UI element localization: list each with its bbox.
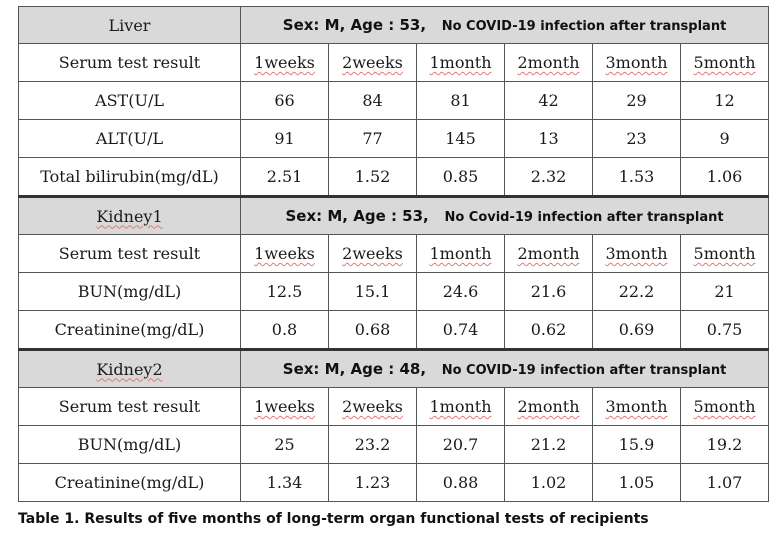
value-cell: 0.8 [240, 310, 329, 350]
value-cell: 1.02 [504, 463, 593, 502]
value-cell: 1.06 [679, 157, 770, 197]
liver-covid-status: No COVID-19 infection after transplant [441, 19, 727, 34]
table-caption: Table 1. Results of five months of long-… [18, 511, 649, 527]
value-cell: 2.32 [504, 157, 593, 197]
value-cell: 0.75 [679, 310, 770, 350]
row-label: AST(U/L [18, 81, 241, 120]
value-cell: 23.2 [328, 425, 417, 464]
value-cell: 0.69 [592, 310, 681, 350]
kidney1-patient-info: Sex: M, Age : 53, No Covid-19 infection … [239, 195, 770, 235]
liver-period-row: Serum test result 1weeks 2weeks 1month 2… [18, 43, 770, 82]
value-cell: 1.05 [592, 463, 681, 502]
kidney2-period-cell: 5month [679, 387, 770, 426]
kidney1-period-row: Serum test result 1weeks 2weeks 1month 2… [18, 234, 770, 273]
kidney1-organ-label: Kidney1 [18, 195, 241, 235]
value-cell: 84 [328, 81, 417, 120]
value-cell: 1.52 [328, 157, 417, 197]
kidney1-period-cell: 1month [416, 234, 505, 273]
kidney1-creatinine-row: Creatinine(mg/dL) 0.8 0.68 0.74 0.62 0.6… [18, 310, 770, 350]
liver-period-cell: 2weeks [328, 43, 417, 82]
kidney2-bun-row: BUN(mg/dL) 25 23.2 20.7 21.2 15.9 19.2 [18, 425, 770, 464]
liver-header-row: Liver Sex: M, Age : 53, No COVID-19 infe… [18, 6, 770, 44]
kidney1-period-cell: 5month [679, 234, 770, 273]
kidney1-period-cell: 2month [504, 234, 593, 273]
kidney2-organ-label: Kidney2 [18, 348, 241, 388]
value-cell: 0.88 [416, 463, 505, 502]
value-cell: 66 [240, 81, 329, 120]
value-cell: 25 [240, 425, 329, 464]
liver-alt-row: ALT(U/L 91 77 145 13 23 9 [18, 119, 770, 158]
value-cell: 12.5 [240, 272, 329, 311]
value-cell: 1.23 [328, 463, 417, 502]
value-cell: 2.51 [240, 157, 329, 197]
kidney1-period-cell: 3month [592, 234, 681, 273]
liver-period-cell: 2month [504, 43, 593, 82]
liver-ast-row: AST(U/L 66 84 81 42 29 12 [18, 81, 770, 120]
kidney2-period-cell: 2month [504, 387, 593, 426]
kidney2-period-cell: 2weeks [328, 387, 417, 426]
value-cell: 77 [328, 119, 417, 158]
value-cell: 0.74 [416, 310, 505, 350]
liver-period-cell: 5month [679, 43, 770, 82]
value-cell: 20.7 [416, 425, 505, 464]
kidney1-header-row: Kidney1 Sex: M, Age : 53, No Covid-19 in… [18, 195, 770, 235]
kidney1-sex-age: Sex: M, Age : 53, [285, 207, 429, 225]
document-body: Liver Sex: M, Age : 53, No COVID-19 infe… [18, 6, 770, 502]
row-label: Creatinine(mg/dL) [18, 463, 241, 502]
kidney2-period-row: Serum test result 1weeks 2weeks 1month 2… [18, 387, 770, 426]
value-cell: 19.2 [679, 425, 770, 464]
organ-function-table: Liver Sex: M, Age : 53, No COVID-19 infe… [18, 6, 770, 502]
liver-period-cell: 1month [416, 43, 505, 82]
row-label: BUN(mg/dL) [18, 272, 241, 311]
liver-organ-label: Liver [18, 6, 241, 44]
liver-sex-age: Sex: M, Age : 53, [282, 16, 427, 34]
value-cell: 81 [416, 81, 505, 120]
kidney1-bun-row: BUN(mg/dL) 12.5 15.1 24.6 21.6 22.2 21 [18, 272, 770, 311]
liver-period-cell: 1weeks [240, 43, 329, 82]
value-cell: 13 [504, 119, 593, 158]
value-cell: 15.1 [328, 272, 417, 311]
kidney1-covid-status: No Covid-19 infection after transplant [444, 210, 724, 225]
value-cell: 0.68 [328, 310, 417, 350]
value-cell: 0.62 [504, 310, 593, 350]
liver-period-cell: 3month [592, 43, 681, 82]
value-cell: 29 [592, 81, 681, 120]
value-cell: 42 [504, 81, 593, 120]
row-label: ALT(U/L [18, 119, 241, 158]
value-cell: 21 [679, 272, 770, 311]
value-cell: 1.53 [592, 157, 681, 197]
liver-serum-label: Serum test result [18, 43, 241, 82]
kidney2-period-cell: 1weeks [240, 387, 329, 426]
kidney2-period-cell: 1month [416, 387, 505, 426]
kidney2-creatinine-row: Creatinine(mg/dL) 1.34 1.23 0.88 1.02 1.… [18, 463, 770, 502]
row-label: Creatinine(mg/dL) [18, 310, 241, 350]
row-label: Total bilirubin(mg/dL) [18, 157, 241, 197]
kidney1-serum-label: Serum test result [18, 234, 241, 273]
value-cell: 91 [240, 119, 329, 158]
value-cell: 21.6 [504, 272, 593, 311]
liver-bilirubin-row: Total bilirubin(mg/dL) 2.51 1.52 0.85 2.… [18, 157, 770, 197]
kidney2-period-cell: 3month [592, 387, 681, 426]
value-cell: 1.34 [240, 463, 329, 502]
liver-patient-info: Sex: M, Age : 53, No COVID-19 infection … [239, 6, 770, 44]
value-cell: 12 [679, 81, 770, 120]
value-cell: 21.2 [504, 425, 593, 464]
value-cell: 22.2 [592, 272, 681, 311]
value-cell: 9 [679, 119, 770, 158]
value-cell: 23 [592, 119, 681, 158]
kidney2-header-row: Kidney2 Sex: M, Age : 48, No COVID-19 in… [18, 348, 770, 388]
kidney2-sex-age: Sex: M, Age : 48, [282, 360, 427, 378]
value-cell: 24.6 [416, 272, 505, 311]
kidney2-serum-label: Serum test result [18, 387, 241, 426]
value-cell: 0.85 [416, 157, 505, 197]
kidney2-patient-info: Sex: M, Age : 48, No COVID-19 infection … [239, 348, 770, 388]
value-cell: 15.9 [592, 425, 681, 464]
row-label: BUN(mg/dL) [18, 425, 241, 464]
value-cell: 1.07 [679, 463, 770, 502]
kidney1-period-cell: 1weeks [240, 234, 329, 273]
kidney2-covid-status: No COVID-19 infection after transplant [441, 363, 727, 378]
value-cell: 145 [416, 119, 505, 158]
kidney1-period-cell: 2weeks [328, 234, 417, 273]
